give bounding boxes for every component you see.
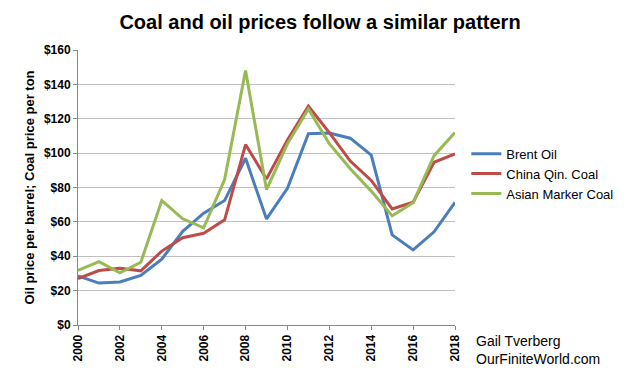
svg-text:Brent Oil: Brent Oil <box>506 147 557 162</box>
svg-text:2006: 2006 <box>197 334 211 361</box>
svg-text:$0: $0 <box>57 318 71 332</box>
svg-text:$40: $40 <box>51 249 71 263</box>
svg-text:2012: 2012 <box>322 334 336 361</box>
svg-text:$20: $20 <box>51 284 71 298</box>
svg-text:China Qin. Coal: China Qin. Coal <box>506 167 598 182</box>
svg-text:2018: 2018 <box>448 334 462 361</box>
svg-text:$100: $100 <box>44 146 71 160</box>
svg-text:Oil price per barrel; Coal pri: Oil price per barrel; Coal price per ton <box>22 70 37 304</box>
svg-text:2002: 2002 <box>113 334 127 361</box>
svg-text:2016: 2016 <box>406 334 420 361</box>
svg-text:$80: $80 <box>51 181 71 195</box>
svg-text:Gail TverbergOurFiniteWorld.co: Gail TverbergOurFiniteWorld.com <box>476 333 600 367</box>
svg-text:$60: $60 <box>51 215 71 229</box>
svg-text:2000: 2000 <box>71 334 85 361</box>
svg-text:$140: $140 <box>44 78 71 92</box>
svg-text:2010: 2010 <box>280 334 294 361</box>
svg-text:$160: $160 <box>44 43 71 57</box>
svg-text:2004: 2004 <box>155 334 169 361</box>
svg-text:2008: 2008 <box>238 334 252 361</box>
svg-text:$120: $120 <box>44 112 71 126</box>
svg-text:Asian Marker Coal: Asian Marker Coal <box>506 187 613 202</box>
svg-text:Coal and oil prices follow a s: Coal and oil prices follow a similar pat… <box>119 11 520 33</box>
svg-text:2014: 2014 <box>364 334 378 361</box>
